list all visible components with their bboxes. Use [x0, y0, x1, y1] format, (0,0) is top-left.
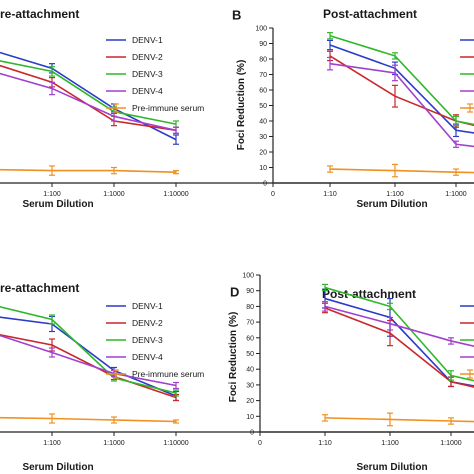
y-tick-label: 80	[246, 304, 254, 311]
y-tick-label: 80	[259, 57, 267, 64]
x-axis-title: Serum Dilution	[356, 462, 427, 473]
y-tick-label: 90	[246, 288, 254, 295]
series-pre-immune-serum	[327, 163, 474, 178]
series-line	[329, 55, 474, 127]
series-line	[0, 316, 177, 397]
x-tick-label: 1:1000	[445, 191, 467, 198]
legend-label: DENV-4	[132, 86, 163, 96]
series-line	[0, 60, 177, 125]
y-tick-label: 70	[259, 72, 267, 79]
series-line	[324, 297, 474, 387]
legend-label: DENV-3	[132, 335, 163, 345]
legend-label: Pre-immune serum	[132, 369, 204, 379]
panel-title: Pre-attachment	[0, 7, 79, 21]
series-denv-4	[327, 56, 474, 148]
series-line	[0, 305, 177, 394]
y-axis-title: Foci Reduction (%)	[236, 60, 247, 151]
x-tick-label: 1:1000	[103, 191, 125, 198]
series-line	[329, 34, 474, 126]
y-tick-label: 90	[259, 41, 267, 48]
x-tick-label: 1:10000	[163, 191, 188, 198]
panel-title: Pre-attachment	[0, 281, 79, 295]
panel-b: Post-attachment B 0 10 20 30 40 50 60 70 80 90 100 Fo…	[232, 7, 474, 210]
y-tick-label: 20	[246, 398, 254, 405]
y-tick-label: 0	[250, 430, 254, 437]
series-line	[0, 168, 177, 173]
y-tick-label: 40	[259, 119, 267, 126]
legend-label: Pre-immune serum	[132, 103, 204, 113]
y-tick-label: 20	[259, 150, 267, 157]
series-pre-immune-serum	[322, 412, 474, 427]
series-denv-3	[327, 32, 474, 127]
y-tick-label: 40	[246, 367, 254, 374]
x-tick-label: 1:100	[386, 191, 404, 198]
x-tick-label: 1:1000	[440, 440, 462, 447]
legend-label: DENV-1	[132, 301, 163, 311]
y-tick-label: 0	[263, 181, 267, 188]
series-line	[0, 334, 177, 399]
y-tick-label: 10	[259, 165, 267, 172]
series-line	[0, 72, 177, 132]
x-tick-label: 1:10	[318, 440, 332, 447]
series-denv-4	[0, 72, 179, 134]
x-tick-label: 1:100	[381, 440, 399, 447]
series-denv-3	[322, 283, 474, 382]
series-line	[324, 305, 474, 347]
panel-title: Post-attachment	[323, 7, 417, 21]
y-tick-label: 60	[246, 335, 254, 342]
series-denv-4	[322, 301, 474, 347]
y-tick-label: 70	[246, 320, 254, 327]
y-axis-title: Foci Reduction (%)	[228, 312, 239, 403]
series-line	[329, 62, 474, 148]
legend-label: DENV-2	[132, 318, 163, 328]
legend-label: DENV-3	[132, 69, 163, 79]
series-line	[324, 307, 474, 388]
legend-label: DENV-2	[132, 52, 163, 62]
x-axis-title: Serum Dilution	[22, 462, 93, 473]
x-tick-label: 0	[271, 191, 275, 198]
x-axis-title: Serum Dilution	[22, 199, 93, 210]
panel-letter: B	[232, 8, 241, 23]
series-line	[324, 286, 474, 382]
legend: DENV-1 DENV-2 DENV-3 DENV-4 Pre-immune serum	[106, 301, 204, 379]
legend-label: DENV-4	[132, 352, 163, 362]
y-tick-label: 100	[242, 273, 254, 280]
x-tick-label: 1:10	[323, 191, 337, 198]
y-tick-label: 30	[246, 382, 254, 389]
x-tick-label: 1:1000	[103, 440, 125, 447]
panel-d: Post-attachment D 0 10 20 30 40 50 60 70 80 90 100 Fo…	[228, 273, 474, 473]
series-line	[329, 44, 474, 134]
x-tick-label: 1:100	[43, 191, 61, 198]
y-tick-label: 30	[259, 134, 267, 141]
series-pre-immune-serum	[0, 165, 179, 176]
x-axis-title: Serum Dilution	[356, 199, 427, 210]
y-tick-label: 50	[246, 351, 254, 358]
panel-letter: D	[230, 285, 239, 300]
series-line	[329, 168, 474, 174]
y-tick-label: 100	[255, 26, 267, 33]
x-tick-label: 1:10000	[163, 440, 188, 447]
x-tick-label: 1:100	[43, 440, 61, 447]
series-pre-immune-serum	[0, 413, 179, 424]
series-line	[324, 417, 474, 423]
series-denv-2	[322, 302, 474, 388]
series-line	[0, 334, 177, 387]
legend: DENV-1 DENV-2 DENV-3 DENV-4 Pre-immune serum	[106, 35, 204, 113]
y-tick-label: 60	[259, 88, 267, 95]
series-denv-1	[327, 39, 474, 138]
panel-title: Post-attachment	[322, 287, 416, 301]
y-tick-label: 50	[259, 103, 267, 110]
y-tick-label: 10	[246, 414, 254, 421]
series-line	[0, 416, 177, 423]
legend-label: DENV-1	[132, 35, 163, 45]
x-tick-label: 0	[258, 440, 262, 447]
